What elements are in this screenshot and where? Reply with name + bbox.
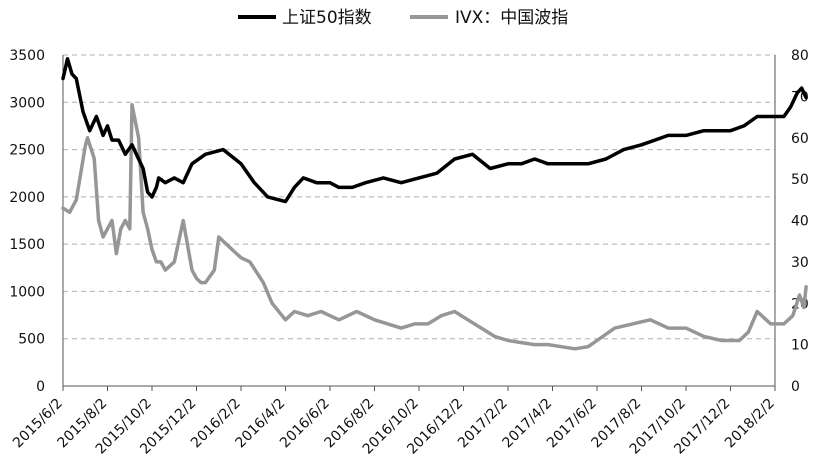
- x-axis-labels: 2015/6/22015/8/22015/10/22015/12/22016/2…: [10, 396, 778, 458]
- y-left-tick-label: 3500: [9, 48, 45, 64]
- y-left-tick-label: 2000: [9, 190, 45, 206]
- y-right-tick-label: 30: [791, 255, 809, 271]
- y-right-tick-label: 60: [791, 131, 809, 147]
- y-right-tick-label: 10: [791, 338, 809, 354]
- y-left-tick-label: 1000: [9, 284, 45, 300]
- y-axis-left-labels: 0 500 1000 1500 2000 2500 3000 3500: [9, 48, 45, 395]
- y-right-tick-label: 0: [791, 379, 800, 395]
- y-left-tick-label: 2500: [9, 143, 45, 159]
- legend-label: 上证50指数: [282, 8, 372, 28]
- series-line-sse50: [61, 57, 808, 204]
- legend-label: IVX：中国波指: [455, 8, 568, 28]
- gridlines: [63, 54, 775, 340]
- y-right-tick-label: 80: [791, 48, 809, 64]
- y-left-tick-label: 1500: [9, 237, 45, 253]
- x-tick-label: 2018/2/2: [722, 396, 778, 452]
- legend: 上证50指数 IVX：中国波指: [238, 8, 568, 28]
- y-left-tick-label: 3000: [9, 95, 45, 111]
- y-right-tick-label: 40: [791, 214, 809, 230]
- axes: [62, 55, 776, 391]
- series-lines: [61, 57, 808, 351]
- series-line-ivx: [61, 102, 808, 351]
- y-left-tick-label: 0: [36, 379, 45, 395]
- y-right-tick-label: 50: [791, 172, 809, 188]
- y-left-tick-label: 500: [18, 332, 45, 348]
